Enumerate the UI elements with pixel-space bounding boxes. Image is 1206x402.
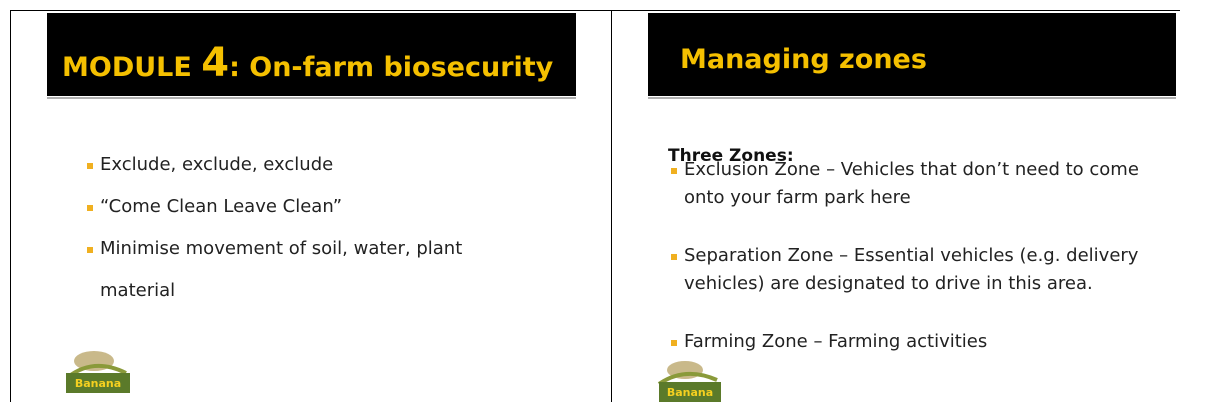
title-number: 4 (201, 40, 230, 86)
bullet-text: material (100, 280, 176, 301)
title-rule (47, 97, 576, 99)
bullet-text: vehicles) are designated to drive in thi… (684, 273, 1093, 294)
logo-plate (66, 373, 130, 393)
frame-top (10, 10, 1180, 11)
frame-divider (611, 10, 612, 402)
slide-title: Managing zones (680, 44, 927, 75)
bullet-marker (87, 247, 93, 253)
bullet-marker (87, 163, 93, 169)
logo: Banana (66, 351, 130, 393)
bullet-marker (671, 254, 677, 260)
bullet-text: Separation Zone – Essential vehicles (e.… (684, 245, 1139, 266)
title-bar (47, 13, 576, 96)
title-bar (648, 13, 1176, 96)
bullet-text: onto your farm park here (684, 187, 911, 208)
bullet-text: Exclusion Zone – Vehicles that don’t nee… (684, 159, 1139, 180)
logo-text: Banana (75, 377, 121, 390)
bullet-marker (671, 168, 677, 174)
bullet-text: Exclude, exclude, exclude (100, 154, 334, 175)
bullet-marker (671, 340, 677, 346)
logo-text: Banana (667, 386, 713, 399)
logo: Banana (657, 361, 721, 402)
slide-title: MODULE 4: On-farm biosecurity (62, 38, 553, 93)
title-rule (648, 97, 1176, 99)
title-prefix: MODULE (62, 52, 202, 83)
title-suffix: : On-farm biosecurity (229, 52, 554, 83)
bullet-text: Minimise movement of soil, water, plant (100, 238, 463, 259)
bullet-marker (87, 205, 93, 211)
frame-left (10, 10, 11, 402)
bullet-text: Farming Zone – Farming activities (684, 331, 988, 352)
slide-heading: Three Zones: (668, 146, 794, 166)
logo-leaf (657, 372, 718, 386)
bullet-text: “Come Clean Leave Clean” (100, 196, 343, 217)
logo-plate (659, 382, 721, 402)
